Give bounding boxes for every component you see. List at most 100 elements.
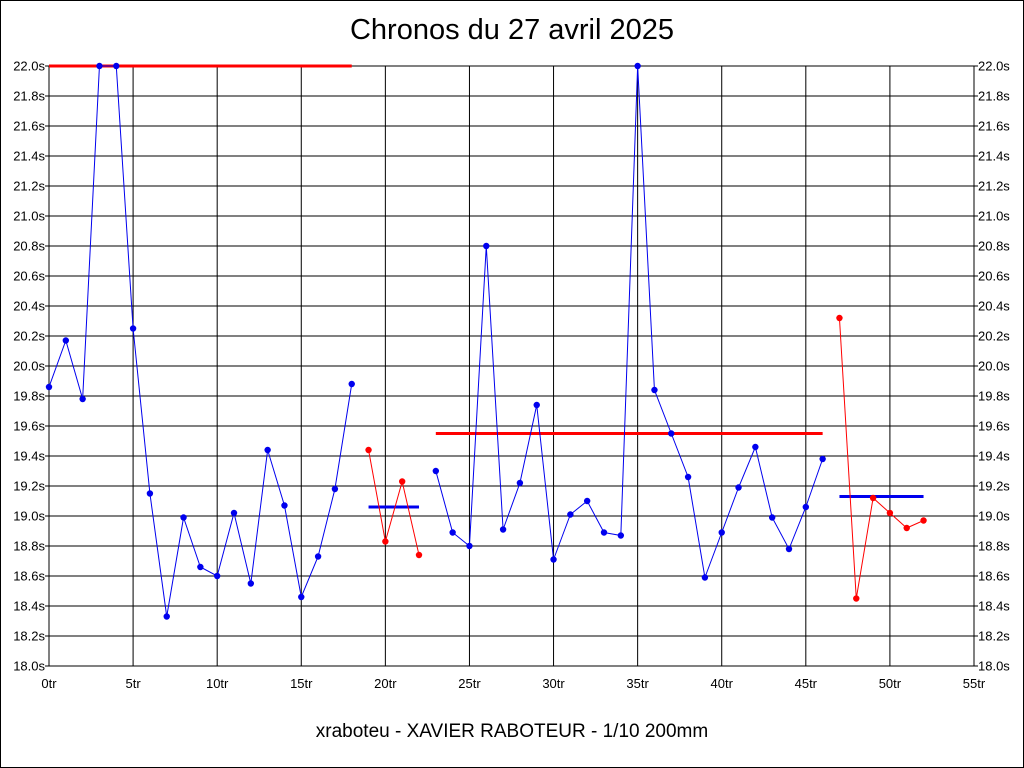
y-tick-label-left: 20.0s: [13, 359, 45, 374]
data-point: [516, 479, 524, 487]
y-tick-label-right: 21.6s: [978, 119, 1010, 134]
x-tick-label: 35tr: [626, 676, 649, 691]
data-point: [836, 314, 843, 322]
data-point: [264, 446, 271, 454]
x-tick-label: 15tr: [290, 676, 313, 691]
series-line: [435, 65, 824, 580]
data-point: [718, 529, 725, 536]
y-tick-label-right: 18.4s: [978, 599, 1010, 614]
data-point: [735, 484, 742, 491]
y-tick-label-left: 18.4s: [13, 599, 45, 614]
data-point: [869, 494, 877, 502]
y-tick-label-left: 19.4s: [13, 449, 45, 464]
data-point: [45, 383, 53, 391]
data-point: [600, 529, 608, 536]
y-tick-label-right: 21.8s: [978, 89, 1010, 104]
y-tick-label-left: 20.4s: [13, 299, 45, 314]
y-tick-label-left: 20.2s: [13, 329, 45, 344]
data-point: [298, 593, 305, 601]
series-line: [48, 65, 353, 617]
data-point: [903, 524, 910, 532]
y-tick-label-left: 21.4s: [13, 149, 45, 164]
chart-caption: xraboteu - XAVIER RABOTEUR - 1/10 200mm: [315, 721, 709, 742]
x-tick-label: 30tr: [542, 676, 565, 691]
y-tick-label-right: 18.6s: [978, 569, 1010, 584]
y-tick-label-left: 19.2s: [13, 479, 45, 494]
y-tick-label-right: 18.0s: [978, 659, 1010, 674]
x-tick-label: 20tr: [374, 676, 397, 691]
y-tick-label-right: 20.2s: [978, 329, 1010, 344]
data-point: [96, 62, 103, 70]
y-tick-label-right: 21.4s: [978, 149, 1010, 164]
x-tick-label: 5tr: [126, 676, 142, 691]
data-point: [281, 502, 288, 509]
data-point: [701, 574, 709, 581]
data-point: [617, 532, 625, 539]
x-tick-label: 40tr: [711, 676, 734, 691]
y-tick-label-right: 20.4s: [978, 299, 1010, 314]
data-point: [920, 517, 927, 524]
y-tick-label-right: 21.0s: [978, 209, 1010, 224]
data-point: [567, 511, 574, 518]
data-point: [853, 595, 860, 602]
x-tick-label: 55tr: [963, 676, 986, 691]
y-tick-label-left: 18.8s: [13, 539, 45, 554]
data-point: [533, 401, 540, 409]
y-tick-label-right: 18.2s: [978, 629, 1010, 644]
y-tick-label-right: 20.0s: [978, 359, 1010, 374]
y-tick-label-left: 19.0s: [13, 509, 45, 524]
data-point: [129, 325, 137, 332]
data-point: [634, 62, 641, 70]
data-point: [180, 514, 187, 521]
x-tick-label: 25tr: [458, 676, 481, 691]
y-tick-label-left: 21.2s: [13, 179, 45, 194]
data-point: [230, 509, 238, 517]
y-tick-label-left: 21.8s: [13, 89, 45, 104]
x-tick-label: 10tr: [206, 676, 229, 691]
series-line: [838, 317, 924, 599]
y-tick-label-right: 18.8s: [978, 539, 1010, 554]
y-tick-label-right: 21.2s: [978, 179, 1010, 194]
y-tick-label-right: 22.0s: [978, 59, 1010, 74]
y-tick-label-right: 20.6s: [978, 269, 1010, 284]
data-point: [314, 553, 322, 560]
y-tick-label-right: 19.6s: [978, 419, 1010, 434]
y-tick-label-right: 19.0s: [978, 509, 1010, 524]
data-point: [398, 478, 406, 485]
data-point: [348, 380, 355, 388]
y-tick-label-left: 21.0s: [13, 209, 45, 224]
data-point: [668, 430, 675, 437]
data-point: [113, 62, 120, 70]
data-point: [449, 529, 456, 536]
data-point: [785, 545, 793, 553]
series-line: [368, 449, 420, 556]
y-tick-label-left: 18.2s: [13, 629, 45, 644]
data-point: [684, 473, 692, 481]
x-tick-label: 45tr: [795, 676, 818, 691]
data-point: [62, 337, 70, 344]
data-point: [550, 556, 557, 563]
data-point: [146, 490, 154, 497]
y-tick-label-right: 19.8s: [978, 389, 1010, 404]
y-tick-label-left: 20.8s: [13, 239, 45, 254]
data-point: [163, 613, 170, 620]
data-point: [583, 497, 591, 505]
data-point: [247, 580, 255, 587]
data-point: [331, 485, 339, 493]
data-point: [365, 446, 372, 454]
data-point: [79, 395, 86, 403]
data-point: [886, 509, 894, 517]
data-point: [382, 538, 389, 545]
data-point: [752, 443, 759, 451]
y-tick-label-right: 19.2s: [978, 479, 1010, 494]
y-tick-label-right: 20.8s: [978, 239, 1010, 254]
data-point: [197, 563, 204, 571]
y-tick-label-left: 18.6s: [13, 569, 45, 584]
data-point: [213, 572, 221, 580]
data-point: [483, 242, 490, 250]
chart-title: Chronos du 27 avril 2025: [349, 14, 675, 46]
plot-area-border: [48, 65, 975, 667]
data-point: [802, 503, 810, 511]
